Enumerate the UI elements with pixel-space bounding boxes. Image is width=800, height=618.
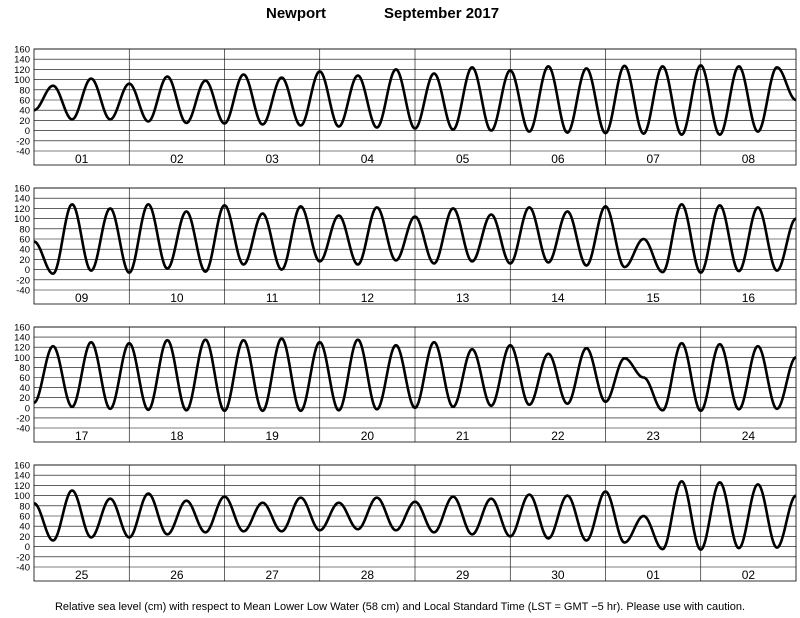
y-tick-label: 0 [25,126,30,137]
day-label: 07 [646,152,660,166]
y-tick-label: 100 [14,75,30,86]
y-tick-label: 80 [19,224,30,235]
day-label: 25 [75,568,89,582]
day-label: 18 [170,429,184,443]
day-label: 24 [742,429,756,443]
y-tick-label: 20 [19,255,30,266]
y-tick-label: 80 [19,85,30,96]
station-title: Newport [266,5,326,22]
y-tick-label: 40 [19,383,30,394]
y-tick-label: 0 [25,403,30,414]
y-tick-label: 160 [14,323,30,334]
y-tick-label: 40 [19,522,30,533]
tide-series-line [33,64,797,136]
day-label: 29 [456,568,470,582]
y-tick-label: 160 [14,45,30,56]
day-label: 28 [361,568,375,582]
y-tick-label: 120 [14,481,30,492]
y-tick-label: 160 [14,461,30,472]
y-tick-label: 0 [25,265,30,276]
y-tick-label: 140 [14,55,30,66]
y-tick-label: -40 [16,563,30,574]
day-label: 01 [75,152,89,166]
y-tick-label: 140 [14,471,30,482]
y-tick-label: 20 [19,116,30,127]
y-tick-label: 60 [19,96,30,107]
y-tick-label: 120 [14,204,30,215]
day-label: 16 [742,291,756,305]
y-tick-label: 80 [19,363,30,374]
tide-series-line [33,337,797,413]
panel-frame [33,187,797,305]
y-tick-label: 60 [19,235,30,246]
day-label: 13 [456,291,470,305]
y-tick-label: -40 [16,424,30,435]
y-tick-label: 60 [19,373,30,384]
y-tick-label: 60 [19,512,30,523]
y-tick-label: 40 [19,245,30,256]
panel-frame [33,326,797,443]
day-label: 02 [742,568,756,582]
day-label: 19 [265,429,279,443]
day-label: 23 [646,429,660,443]
y-tick-label: 40 [19,106,30,117]
tide-series-line [33,203,797,275]
y-tick-label: 120 [14,343,30,354]
panel-frame [33,48,797,166]
day-label: 04 [361,152,375,166]
y-tick-label: 140 [14,194,30,205]
y-tick-label: 100 [14,353,30,364]
day-label: 01 [646,568,660,582]
y-tick-label: 20 [19,393,30,404]
day-label: 10 [170,291,184,305]
day-label: 27 [265,568,279,582]
month-year-title: September 2017 [384,5,500,22]
panel-frame [33,464,797,582]
y-tick-label: 160 [14,184,30,195]
day-label: 21 [456,429,470,443]
y-tick-label: 120 [14,65,30,76]
day-label: 03 [265,152,279,166]
y-tick-label: -40 [16,286,30,297]
y-tick-label: 100 [14,214,30,225]
day-label: 12 [361,291,375,305]
day-label: 26 [170,568,184,582]
day-label: 17 [75,429,89,443]
footnote: Relative sea level (cm) with respect to … [54,601,746,613]
day-label: 30 [551,568,565,582]
day-label: 09 [75,291,89,305]
day-label: 05 [456,152,470,166]
y-tick-label: 100 [14,491,30,502]
y-tick-label: -20 [16,136,30,147]
day-label: 11 [266,291,279,305]
day-label: 14 [551,291,565,305]
day-label: 02 [170,152,184,166]
day-label: 15 [646,291,660,305]
day-label: 22 [551,429,565,443]
y-tick-label: -20 [16,413,30,424]
day-label: 08 [742,152,756,166]
day-label: 06 [551,152,565,166]
day-label: 20 [361,429,375,443]
y-tick-label: 80 [19,501,30,512]
y-tick-label: -40 [16,147,30,158]
y-tick-label: -20 [16,552,30,563]
y-tick-label: -20 [16,275,30,286]
tide-series-line [33,480,797,551]
y-tick-label: 20 [19,532,30,543]
y-tick-label: 140 [14,333,30,344]
y-tick-label: 0 [25,542,30,553]
